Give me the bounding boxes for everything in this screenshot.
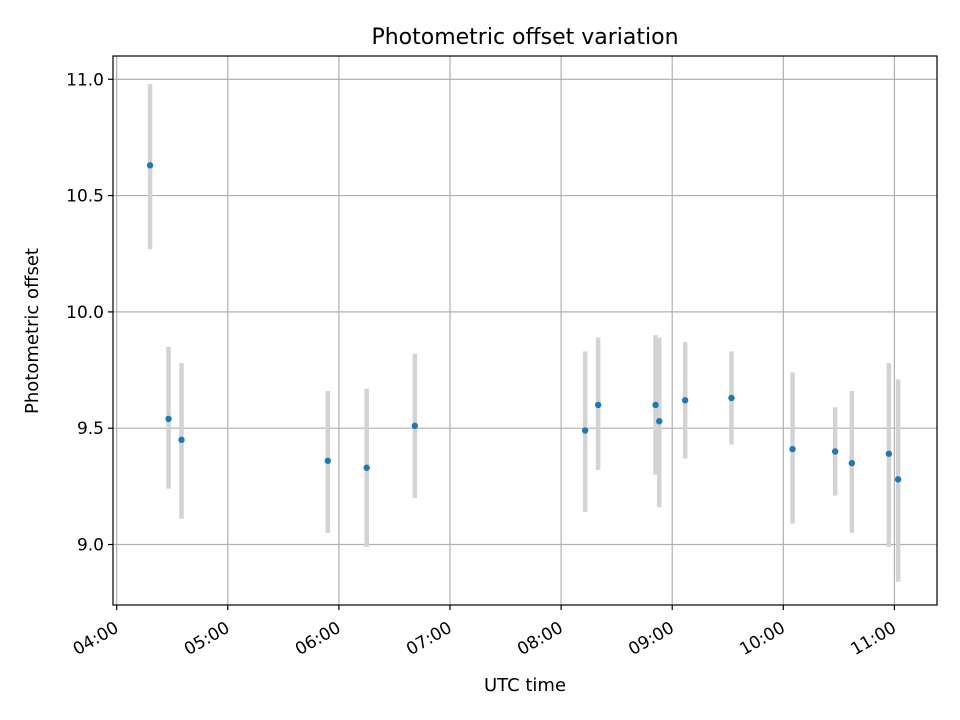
data-point bbox=[848, 459, 856, 467]
y-tick-label: 10.5 bbox=[66, 187, 104, 207]
data-point bbox=[146, 162, 154, 169]
grid-layer bbox=[113, 56, 937, 605]
data-point bbox=[885, 450, 893, 457]
x-axis-label: UTC time bbox=[484, 675, 566, 696]
data-point bbox=[178, 436, 185, 444]
x-tick-label: 08:00 bbox=[514, 618, 566, 660]
data-point bbox=[324, 457, 331, 464]
data-point bbox=[656, 418, 663, 425]
data-point bbox=[165, 415, 172, 423]
plot-frame bbox=[112, 55, 938, 606]
y-tick-label: 11.0 bbox=[66, 70, 104, 90]
x-tick-label: 11:00 bbox=[847, 618, 899, 660]
data-point bbox=[894, 476, 902, 483]
errorbar-layer bbox=[147, 83, 901, 582]
data-point bbox=[411, 422, 419, 430]
x-tick-label: 07:00 bbox=[403, 618, 455, 660]
x-tick-label: 05:00 bbox=[181, 618, 233, 660]
data-point bbox=[789, 445, 796, 453]
y-axis-label: Photometric offset bbox=[22, 248, 43, 414]
y-tick-label: 10.0 bbox=[66, 303, 104, 323]
chart-title: Photometric offset variation bbox=[371, 25, 678, 50]
data-point bbox=[831, 448, 839, 455]
data-point bbox=[581, 427, 589, 434]
y-tick-label: 9.0 bbox=[77, 536, 104, 556]
y-tick-label: 9.5 bbox=[77, 419, 104, 439]
tick-layer: 04:00 05:00 06:00 07:00 08:00 09:00 10:00 11:00… bbox=[66, 70, 900, 660]
x-tick-label: 04:00 bbox=[70, 618, 122, 660]
x-tick-label: 09:00 bbox=[625, 618, 677, 660]
data-point bbox=[681, 397, 689, 404]
data-point bbox=[363, 464, 370, 471]
data-point bbox=[652, 401, 659, 409]
x-tick-label: 06:00 bbox=[292, 618, 344, 660]
data-point bbox=[594, 401, 602, 409]
x-tick-label: 10:00 bbox=[736, 618, 788, 660]
point-layer bbox=[146, 162, 902, 483]
data-point bbox=[728, 394, 735, 402]
